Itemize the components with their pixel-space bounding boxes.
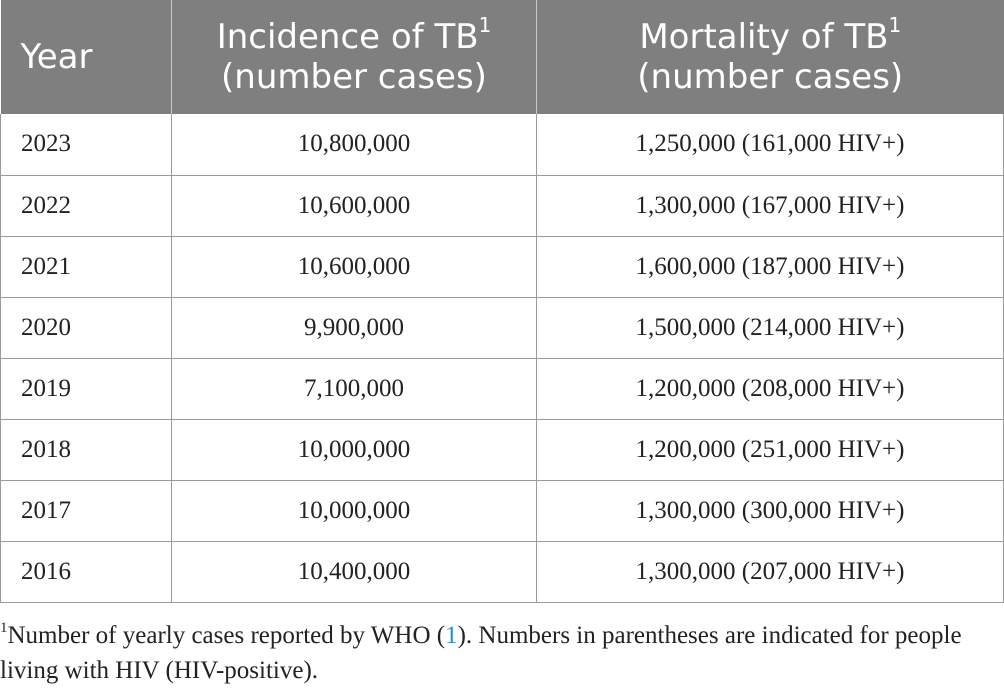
header-mortality-footnote-marker: 1 (888, 12, 902, 37)
footnote-marker: 1 (0, 619, 8, 636)
cell-incidence: 7,100,000 (171, 358, 537, 420)
cell-year: 2022 (0, 175, 172, 237)
cell-year: 2023 (0, 114, 172, 176)
footnote-text-before: Number of yearly cases reported by WHO ( (7, 622, 446, 649)
header-incidence-footnote-marker: 1 (478, 12, 492, 37)
header-year: Year (0, 0, 172, 114)
header-incidence: Incidence of TB1 (number cases) (171, 0, 537, 114)
cell-incidence: 10,000,000 (171, 419, 537, 481)
cell-incidence: 9,900,000 (171, 297, 537, 359)
cell-mortality: 1,200,000 (208,000 HIV+) (536, 358, 1004, 420)
table-row: 2018 10,000,000 1,200,000 (251,000 HIV+) (0, 419, 1004, 481)
table-row: 2022 10,600,000 1,300,000 (167,000 HIV+) (0, 175, 1004, 237)
cell-incidence: 10,600,000 (171, 236, 537, 298)
cell-mortality: 1,300,000 (167,000 HIV+) (536, 175, 1004, 237)
table-header-row: Year Incidence of TB1 (number cases) Mort… (0, 0, 1004, 114)
cell-mortality: 1,200,000 (251,000 HIV+) (536, 419, 1004, 481)
cell-mortality: 1,300,000 (300,000 HIV+) (536, 480, 1004, 542)
footnote-text-after: ). Numbers in parentheses are indicated … (0, 622, 962, 684)
cell-mortality: 1,300,000 (207,000 HIV+) (536, 541, 1004, 603)
cell-year: 2021 (0, 236, 172, 298)
cell-incidence: 10,800,000 (171, 114, 537, 176)
header-incidence-line1: Incidence of TB (216, 17, 479, 57)
header-mortality-line1: Mortality of TB (639, 17, 889, 57)
cell-incidence: 10,400,000 (171, 541, 537, 603)
header-year-label: Year (20, 37, 93, 77)
cell-year: 2020 (0, 297, 172, 359)
cell-mortality: 1,250,000 (161,000 HIV+) (536, 114, 1004, 176)
header-incidence-line2: (number cases) (221, 57, 487, 97)
table-row: 2023 10,800,000 1,250,000 (161,000 HIV+) (0, 114, 1004, 176)
table-row: 2020 9,900,000 1,500,000 (214,000 HIV+) (0, 297, 1004, 359)
cell-year: 2016 (0, 541, 172, 603)
table-row: 2016 10,400,000 1,300,000 (207,000 HIV+) (0, 541, 1004, 603)
table-row: 2019 7,100,000 1,200,000 (208,000 HIV+) (0, 358, 1004, 420)
cell-year: 2019 (0, 358, 172, 420)
header-mortality-line2: (number cases) (637, 57, 904, 97)
table-row: 2021 10,600,000 1,600,000 (187,000 HIV+) (0, 236, 1004, 298)
table-footnote: 1Number of yearly cases reported by WHO … (0, 618, 1000, 688)
cell-mortality: 1,500,000 (214,000 HIV+) (536, 297, 1004, 359)
tb-statistics-table: Year Incidence of TB1 (number cases) Mort… (0, 0, 1004, 603)
cell-incidence: 10,600,000 (171, 175, 537, 237)
cell-year: 2017 (0, 480, 172, 542)
table-row: 2017 10,000,000 1,300,000 (300,000 HIV+) (0, 480, 1004, 542)
cell-incidence: 10,000,000 (171, 480, 537, 542)
cell-year: 2018 (0, 419, 172, 481)
header-mortality: Mortality of TB1 (number cases) (536, 0, 1004, 114)
cell-mortality: 1,600,000 (187,000 HIV+) (536, 236, 1004, 298)
reference-link[interactable]: 1 (445, 622, 458, 649)
